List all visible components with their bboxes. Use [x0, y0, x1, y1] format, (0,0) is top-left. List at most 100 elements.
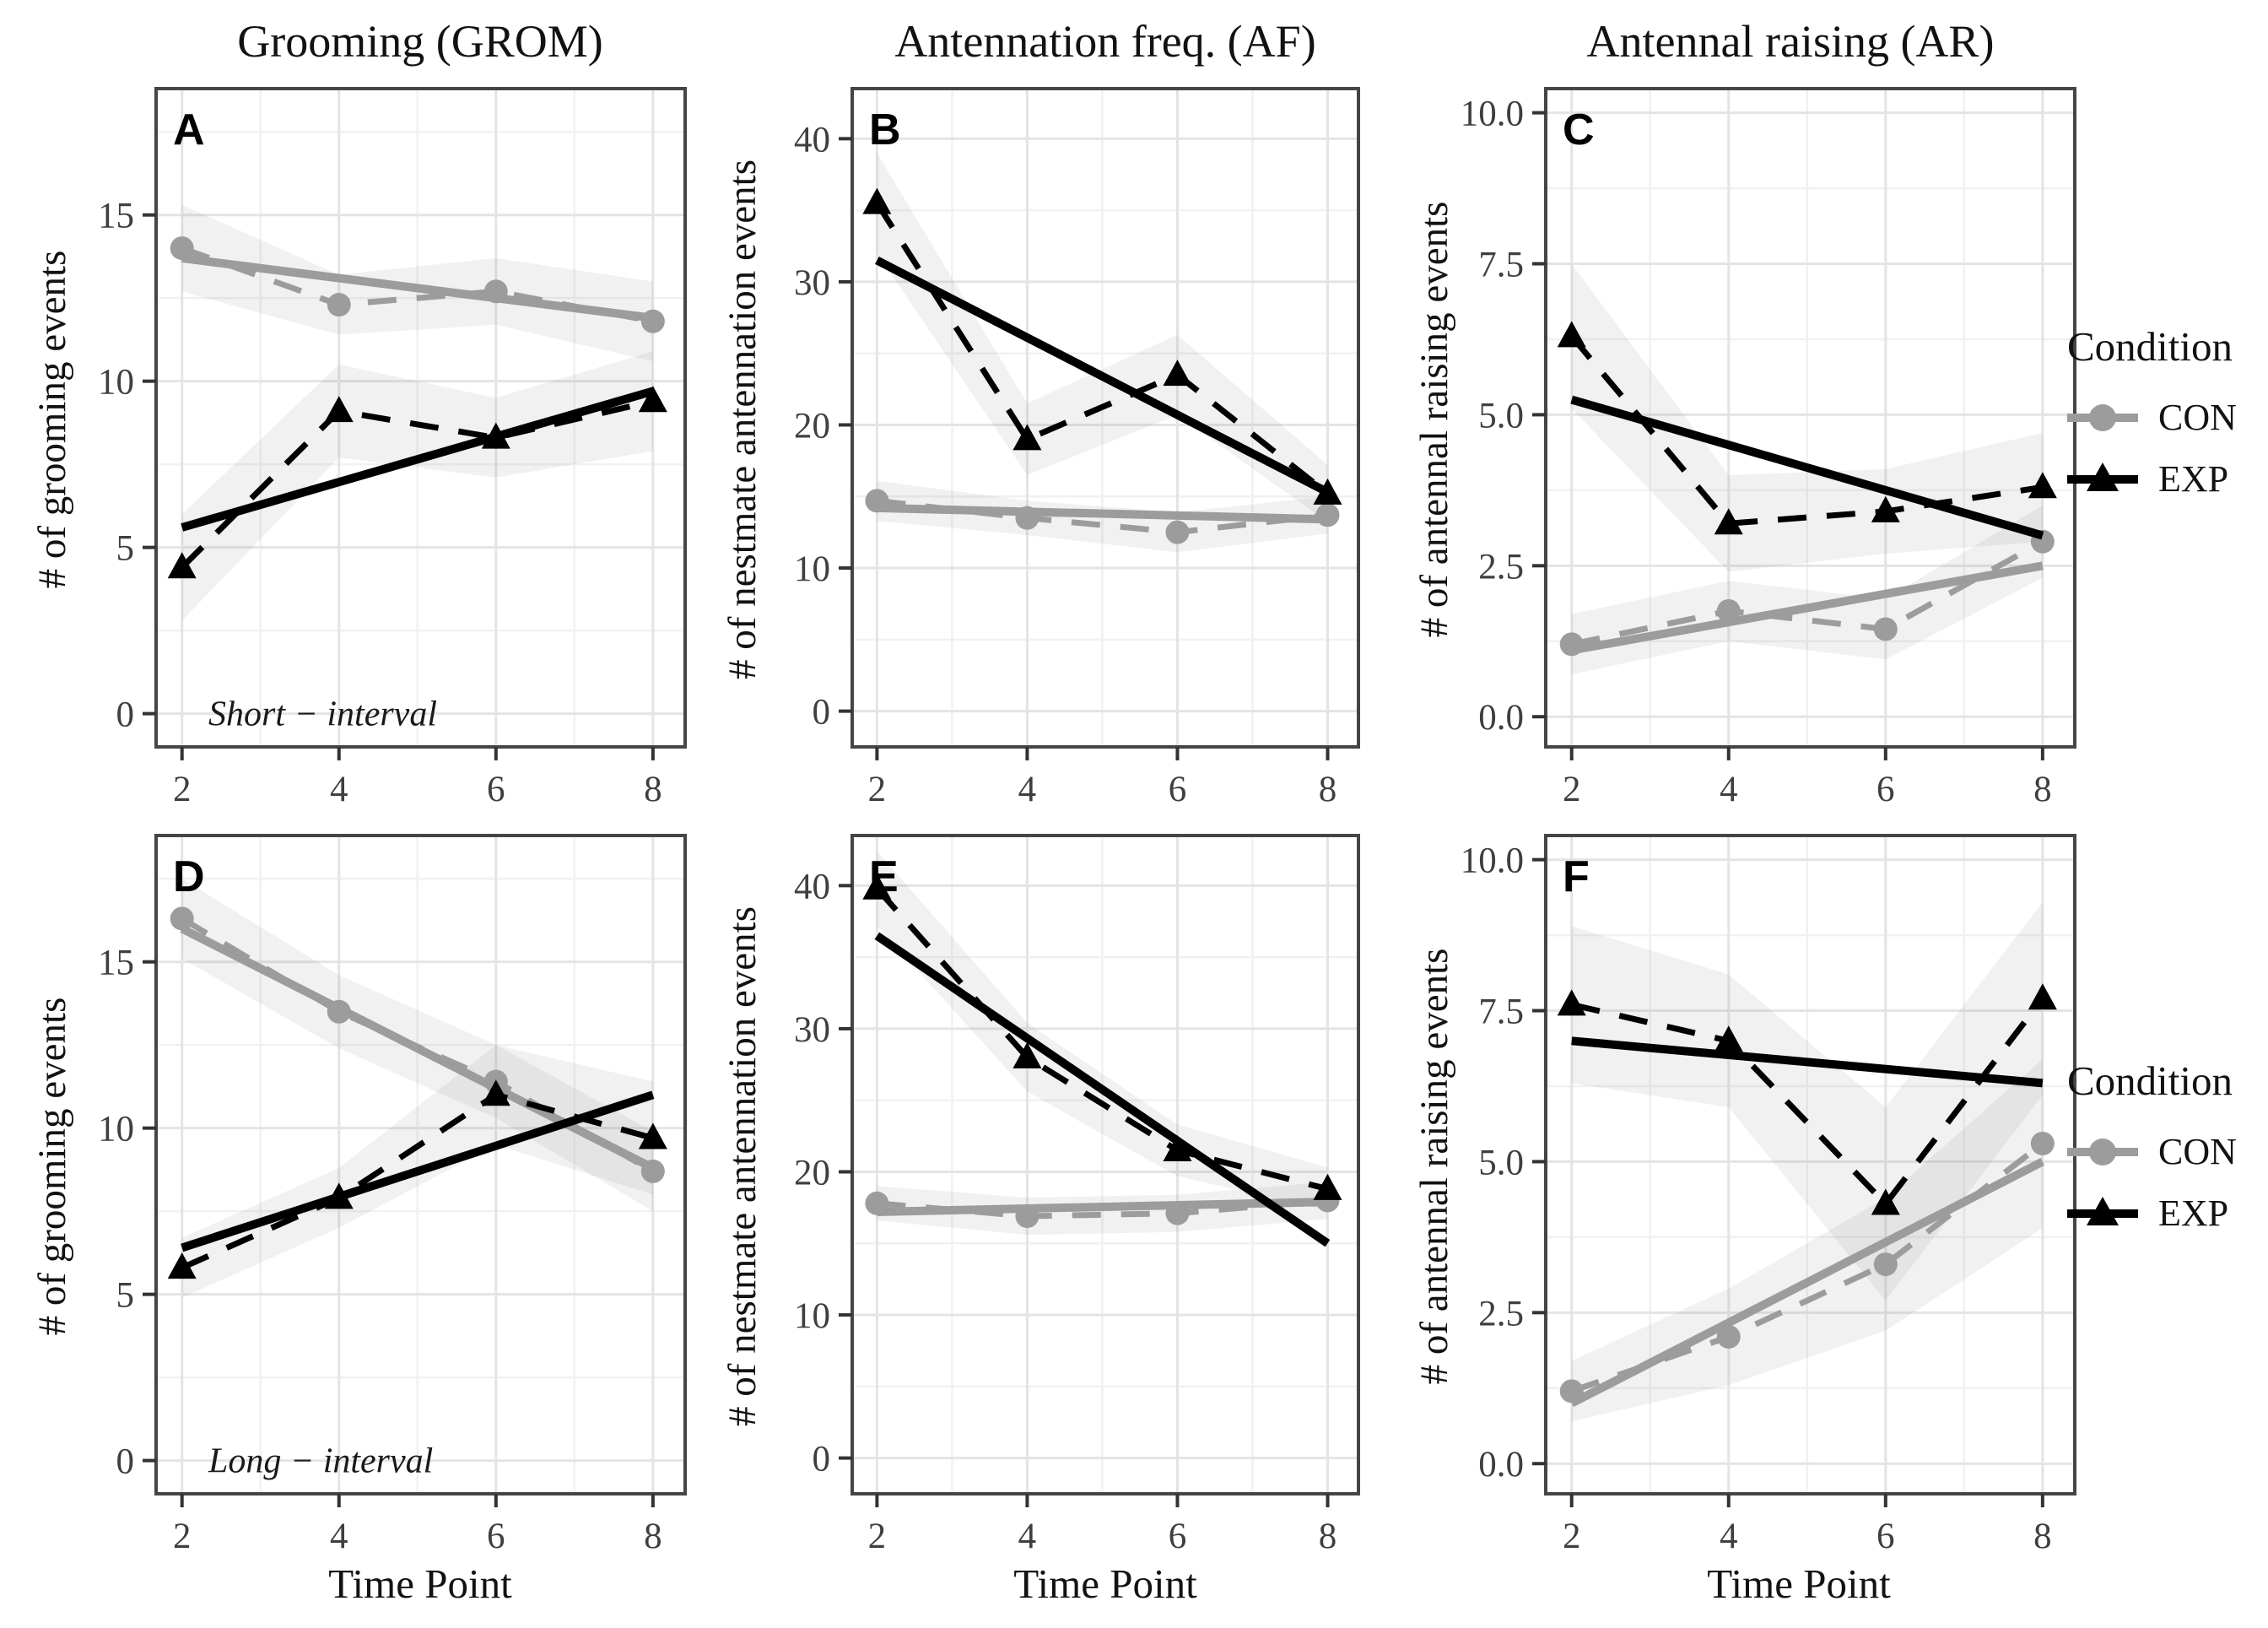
data-point-con	[1873, 1252, 1898, 1277]
panel-A-trend-line-exp	[181, 387, 655, 532]
data-point-con	[483, 279, 508, 304]
panel-B-trend-line-exp	[875, 257, 1330, 496]
panel-E-trend-line-con	[877, 1198, 1328, 1216]
data-point-exp	[2028, 983, 2057, 1010]
legend-title: Condition	[2067, 1057, 2233, 1104]
column-title-antennation: Antennation freq. (AF)	[894, 16, 1316, 67]
panel-B-grid-minor	[852, 89, 1358, 747]
data-point-con	[1015, 1204, 1040, 1229]
y-axis-label-panel-f: # of antennal raising events	[1412, 948, 1456, 1385]
y-tick-label: 5	[116, 529, 135, 569]
panel-C: C 2 4 6 8 0.0 2.5 5.0 7.5 10.0	[1461, 87, 2076, 809]
x-tick-label: 8	[644, 770, 662, 809]
data-point-con	[1873, 617, 1898, 641]
data-point-con	[640, 1159, 665, 1183]
x-tick-label: 4	[1720, 770, 1738, 809]
data-point-con	[1716, 598, 1741, 623]
panel-F: F 2 4 6 8 0.0 2.5 5.0 7.5 10.0	[1461, 834, 2076, 1556]
x-tick-label: 6	[1169, 770, 1187, 809]
data-point-con	[1716, 1324, 1741, 1349]
y-tick-label: 30	[794, 263, 830, 303]
panel-B-series-con	[865, 489, 1340, 544]
y-tick-label: 20	[794, 406, 830, 446]
legend-entry-con: CON	[2064, 396, 2268, 439]
x-tick-label: 2	[173, 1517, 192, 1556]
legend-label-exp: EXP	[2158, 1193, 2229, 1234]
panel-A-dashed-line-exp	[180, 398, 654, 570]
y-tick-label: 10	[794, 1296, 830, 1336]
data-point-exp	[324, 1182, 354, 1209]
legend-entry-exp: EXP	[2064, 457, 2268, 500]
x-tick-label: 6	[487, 1517, 505, 1556]
y-tick-label: 0	[813, 1440, 831, 1479]
data-point-con	[2030, 1131, 2055, 1155]
data-point-con	[1015, 506, 1040, 530]
panel-letter-d: D	[173, 852, 205, 901]
data-point-exp	[1313, 478, 1342, 505]
x-tick-label: 2	[1563, 1517, 1581, 1556]
con-line-circle-icon	[2067, 403, 2138, 431]
panel-D-grid-major	[156, 836, 685, 1494]
data-point-exp	[1557, 989, 1586, 1016]
data-point-con	[1315, 503, 1340, 527]
panel-E-frame	[850, 834, 1360, 1495]
y-axis-label-panel-a: # of grooming events	[30, 250, 74, 589]
panel-C-ribbon-exp	[1571, 263, 2043, 572]
legend-condition-top: Condition CON EXP	[2064, 322, 2268, 519]
panel-E-dashed-line-exp	[874, 886, 1329, 1193]
panel-D-background	[156, 836, 685, 1494]
con-line-circle-icon	[2067, 1138, 2138, 1166]
panel-D-interval-annotation: Long − interval	[208, 1442, 433, 1481]
data-point-con	[1559, 1379, 1584, 1404]
legend-title: Condition	[2067, 323, 2233, 370]
panel-E-grid-minor	[852, 836, 1358, 1494]
legend-label-con: CON	[2158, 1131, 2237, 1172]
panel-A-background	[156, 89, 685, 747]
exp-line-triangle-icon	[2067, 1196, 2138, 1225]
panel-C-trend-line-exp	[1570, 395, 2044, 540]
x-tick-label: 6	[1876, 1517, 1895, 1556]
x-tick-label: 2	[173, 770, 192, 809]
data-point-exp	[1714, 508, 1743, 535]
y-tick-label: 7.5	[1478, 246, 1524, 285]
data-point-exp	[1012, 1041, 1042, 1068]
data-point-exp	[1163, 1135, 1192, 1162]
panel-A-axis-ticks: 2 4 6 8 0 5 10 15	[98, 197, 662, 809]
y-tick-label: 0.0	[1478, 698, 1524, 738]
x-tick-label: 2	[1563, 770, 1581, 809]
panel-D-trend-line-exp	[181, 1090, 655, 1252]
x-axis-label-col1: Time Point	[328, 1560, 512, 1607]
y-tick-label: 0	[116, 695, 135, 735]
panel-B-frame	[850, 87, 1360, 749]
x-tick-label: 4	[330, 770, 348, 809]
data-point-con	[327, 293, 351, 317]
y-tick-label: 0	[116, 1442, 135, 1482]
y-tick-label: 2.5	[1478, 1294, 1524, 1333]
panel-letter-b: B	[869, 105, 901, 154]
panel-A-frame	[154, 87, 687, 749]
panel-E-grid-major	[852, 836, 1358, 1494]
y-axis-label-panel-b: # of nestmate antennation events	[721, 159, 764, 680]
y-tick-label: 5	[116, 1276, 135, 1316]
panel-C-axis-ticks: 2 4 6 8 0.0 2.5 5.0 7.5 10.0	[1461, 95, 2052, 809]
panel-A-series-exp	[167, 386, 667, 579]
y-tick-label: 20	[794, 1153, 830, 1193]
legend-label-con: CON	[2158, 397, 2237, 438]
data-point-con	[170, 906, 194, 931]
panel-F-ribbon-con	[1571, 1058, 2043, 1422]
x-tick-label: 4	[1018, 1517, 1037, 1556]
panel-D-series-exp	[167, 1079, 667, 1279]
panel-B-axis-ticks: 2 4 6 8 0 10 20 30 40	[794, 120, 1336, 809]
panel-E-series-exp	[862, 873, 1342, 1247]
y-axis-label-panel-e: # of nestmate antennation events	[721, 906, 764, 1427]
panel-A-trend-line-con	[181, 253, 654, 322]
panel-F-dashed-line-con	[1570, 1141, 2044, 1394]
panel-C-series-con	[1559, 529, 2055, 657]
data-point-exp	[638, 386, 667, 413]
x-tick-label: 8	[2033, 770, 2052, 809]
y-tick-label: 0.0	[1478, 1445, 1524, 1485]
y-tick-label: 15	[98, 197, 134, 236]
legend-label-exp: EXP	[2158, 458, 2229, 500]
panel-F-dashed-line-exp	[1570, 997, 2045, 1209]
data-point-exp	[638, 1122, 667, 1149]
